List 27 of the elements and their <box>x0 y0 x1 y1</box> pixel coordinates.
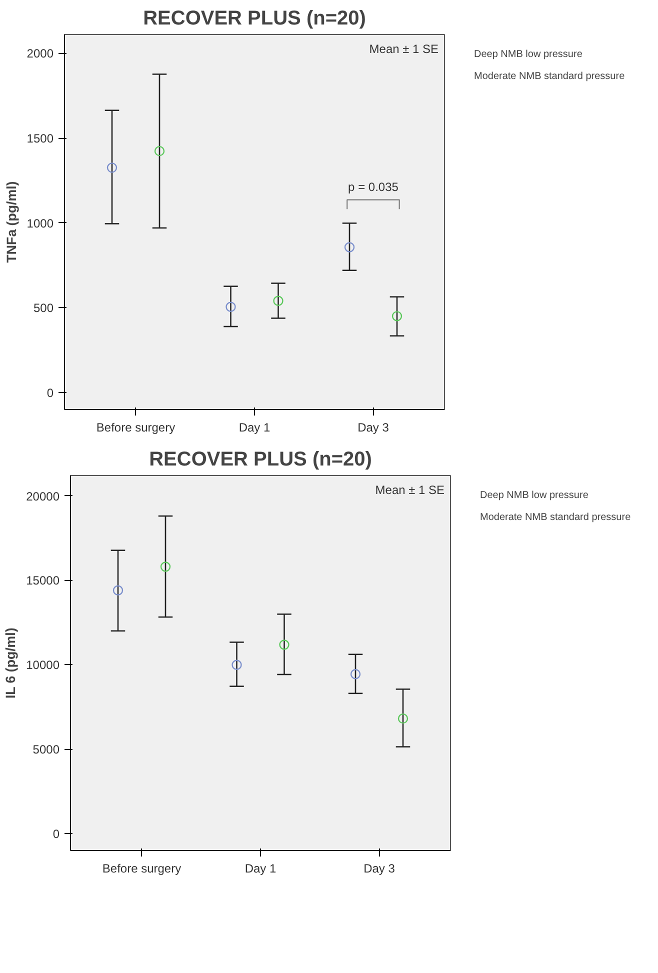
y-tick-label: 0 <box>46 386 54 400</box>
x-tick-label: Day 3 <box>364 862 396 876</box>
y-axis-title: TNFa (pg/ml) <box>4 181 19 263</box>
x-tick-label: Day 3 <box>358 420 390 434</box>
y-tick-label: 10000 <box>26 658 60 672</box>
y-tick-label: 0 <box>52 827 60 842</box>
x-tick-label: Before surgery <box>102 862 182 876</box>
y-tick-label: 1000 <box>26 216 54 230</box>
y-tick-label: 15000 <box>26 574 60 588</box>
text: Deep NMB low pressure <box>480 490 588 500</box>
annotation: Mean ± 1 SE <box>375 483 445 497</box>
x-tick-label: Before surgery <box>96 420 176 434</box>
text: Moderate NMB standard pressure <box>480 512 631 522</box>
y-tick-label: 5000 <box>32 742 60 757</box>
x-tick-label: Day 1 <box>244 862 276 876</box>
chart-title: RECOVER PLUS (n=20) <box>143 8 366 30</box>
annotation: Mean ± 1 SE <box>369 42 439 56</box>
chart-title: RECOVER PLUS (n=20) <box>149 448 372 470</box>
text: Moderate NMB standard pressure <box>474 70 625 82</box>
y-tick-label: 500 <box>33 301 54 316</box>
y-tick-label: 2000 <box>26 46 54 61</box>
y-tick-label: 1500 <box>26 132 54 146</box>
annotation: p = 0.035 <box>348 180 399 194</box>
x-tick-label: Day 1 <box>238 420 270 434</box>
y-tick-label: 20000 <box>26 489 60 504</box>
text: Deep NMB low pressure <box>474 48 582 60</box>
y-axis-title: IL 6 (pg/ml) <box>3 628 18 699</box>
